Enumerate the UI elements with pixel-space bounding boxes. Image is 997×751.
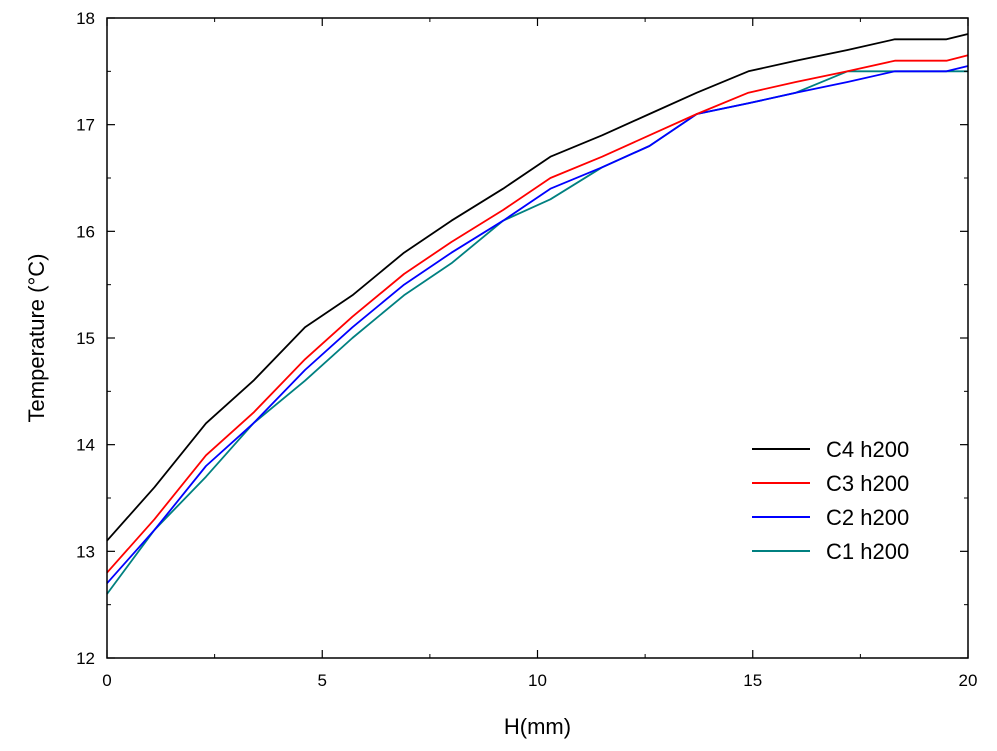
x-axis-title: H(mm) xyxy=(504,714,571,739)
legend-label: C3 h200 xyxy=(826,471,909,496)
y-tick-label: 14 xyxy=(76,436,95,455)
series-lines xyxy=(106,33,969,595)
y-axis-title: Temperature (°C) xyxy=(24,254,49,423)
series-line-c4-h200 xyxy=(106,33,969,542)
legend-label: C4 h200 xyxy=(826,437,909,462)
legend: C4 h200 C3 h200 C2 h200 C1 h200 xyxy=(752,437,909,564)
x-tick-label: 5 xyxy=(318,671,327,690)
y-tick-label: 15 xyxy=(76,329,95,348)
legend-label: C1 h200 xyxy=(826,539,909,564)
x-tick-label: 15 xyxy=(743,671,762,690)
y-tick-label: 13 xyxy=(76,542,95,561)
axis-ticks xyxy=(106,17,969,659)
x-tick-label: 10 xyxy=(528,671,547,690)
series-line-c3-h200 xyxy=(106,54,969,574)
axis-tick-labels: 0 5 10 15 20 12 13 14 15 16 17 18 xyxy=(76,9,977,690)
legend-label: C2 h200 xyxy=(826,505,909,530)
y-tick-label: 16 xyxy=(76,222,95,241)
y-tick-label: 18 xyxy=(76,9,95,28)
x-tick-label: 0 xyxy=(102,671,111,690)
y-tick-label: 17 xyxy=(76,116,95,135)
series-line-c2-h200 xyxy=(106,65,969,584)
x-tick-label: 20 xyxy=(959,671,978,690)
y-tick-label: 12 xyxy=(76,649,95,668)
